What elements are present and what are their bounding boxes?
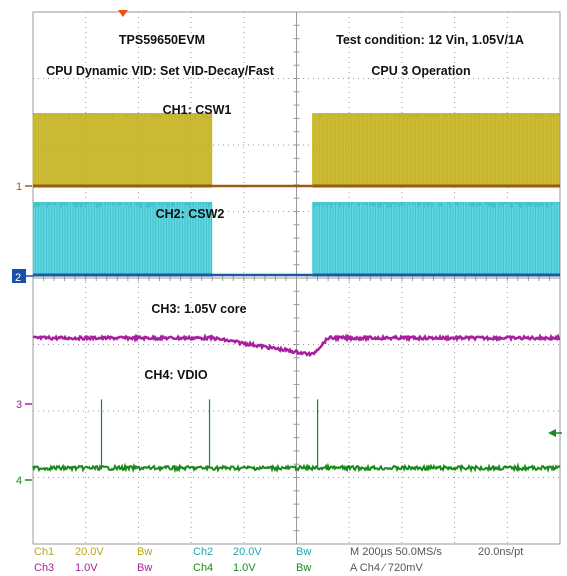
readout-ch3-label: Ch3 (34, 562, 54, 574)
trace-2-switching-band (312, 202, 560, 275)
trace-4-line (32, 462, 561, 474)
annotation-dynamic-vid: CPU Dynamic VID: Set VID-Decay/Fast (46, 64, 275, 78)
trace-2-switching-lines (32, 202, 211, 275)
annotation-cpu-operation: CPU 3 Operation (371, 64, 470, 78)
trace-1-switching-band (312, 113, 560, 186)
channel-marker-2-label: 2 (15, 272, 21, 284)
trigger-level-arrow (548, 429, 556, 437)
trace-2-switching-lines (312, 202, 559, 275)
readout-ch3-scale: 1.0V (75, 562, 98, 574)
readout-timebase: M 200µs 50.0MS/s (350, 546, 442, 558)
annotation-test-condition: Test condition: 12 Vin, 1.05V/1A (336, 33, 524, 47)
readout-ch1-scale: 20.0V (75, 546, 104, 558)
readout-ch2-scale: 20.0V (233, 546, 262, 558)
readout-ch3-bw: Bw (137, 562, 152, 574)
trace-3-line (32, 333, 561, 358)
trace-1-switching-lines (32, 113, 211, 186)
graticule (32, 11, 561, 545)
readout-ch1-bw: Bw (137, 546, 152, 558)
scope-readout: Ch1 20.0V Bw Ch2 20.0V Bw M 200µs 50.0MS… (34, 546, 523, 574)
channel-marker-3-label: 3 (16, 399, 22, 411)
channel-marker-2: 2 (12, 269, 33, 284)
readout-ch4-label: Ch4 (193, 562, 213, 574)
readout-ch1-label: Ch1 (34, 546, 54, 558)
annotation-ch3: CH3: 1.05V core (151, 302, 246, 316)
readout-ch2-label: Ch2 (193, 546, 213, 558)
readout-trigger: A Ch4 ⁄ 720mV (350, 562, 423, 574)
channel-marker-1-label: 1 (16, 181, 22, 193)
channel-marker-4: 4 (16, 475, 32, 487)
channel-marker-3: 3 (16, 399, 32, 411)
annotation-ch4: CH4: VDIO (144, 368, 207, 382)
readout-ch2-bw: Bw (296, 546, 311, 558)
trigger-position-marker (118, 10, 128, 17)
trace-1-switching-lines (312, 113, 559, 186)
annotation-device: TPS59650EVM (119, 33, 205, 47)
annotation-ch1: CH1: CSW1 (163, 103, 232, 117)
readout-ch4-scale: 1.0V (233, 562, 256, 574)
readout-ch4-bw: Bw (296, 562, 311, 574)
channel-marker-1: 1 (16, 181, 32, 193)
channel-marker-4-label: 4 (16, 475, 22, 487)
readout-resolution: 20.0ns/pt (478, 546, 523, 558)
waveforms (32, 113, 561, 474)
annotation-ch2: CH2: CSW2 (156, 207, 225, 221)
